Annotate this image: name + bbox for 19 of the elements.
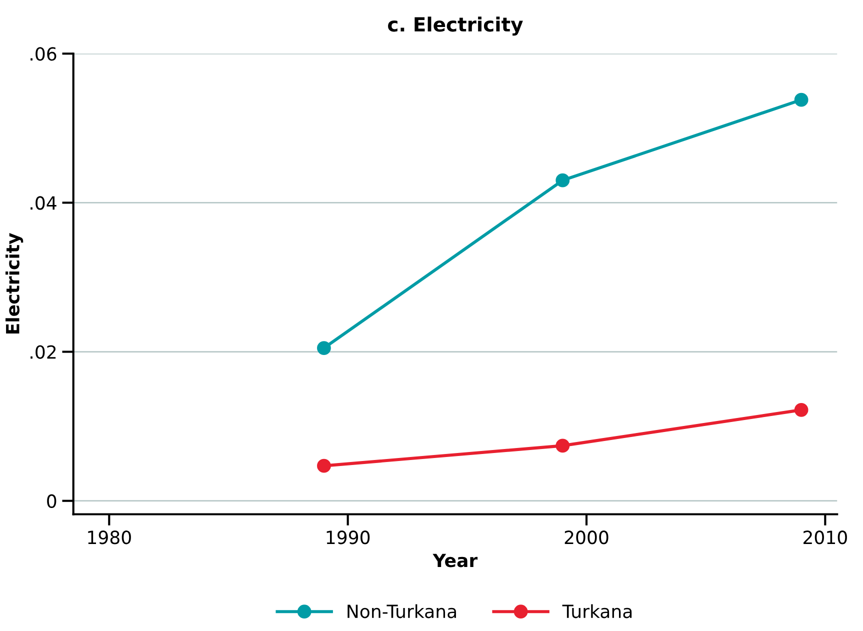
chart-title: c. Electricity xyxy=(388,16,523,36)
x-tick-label: 2010 xyxy=(804,530,847,544)
y-axis-title: Electricity xyxy=(6,233,24,334)
point xyxy=(317,341,331,355)
x-tick-label: 1990 xyxy=(326,530,370,544)
y-tick-label: .04 xyxy=(30,196,56,210)
point xyxy=(317,458,331,473)
legend-label: Turkana xyxy=(562,604,632,618)
point xyxy=(794,92,808,107)
x-axis-title: Year xyxy=(432,554,478,568)
y-tick-label: .02 xyxy=(30,345,56,359)
y-tick-label: .06 xyxy=(30,47,56,61)
legend-label: Non-Turkana xyxy=(348,604,456,618)
x-tick-label: 2000 xyxy=(564,530,608,544)
y-tick-label: 0 xyxy=(47,494,56,508)
point xyxy=(556,438,570,453)
point xyxy=(794,402,808,417)
x-tick-label: 1980 xyxy=(88,530,131,544)
point xyxy=(556,173,570,188)
